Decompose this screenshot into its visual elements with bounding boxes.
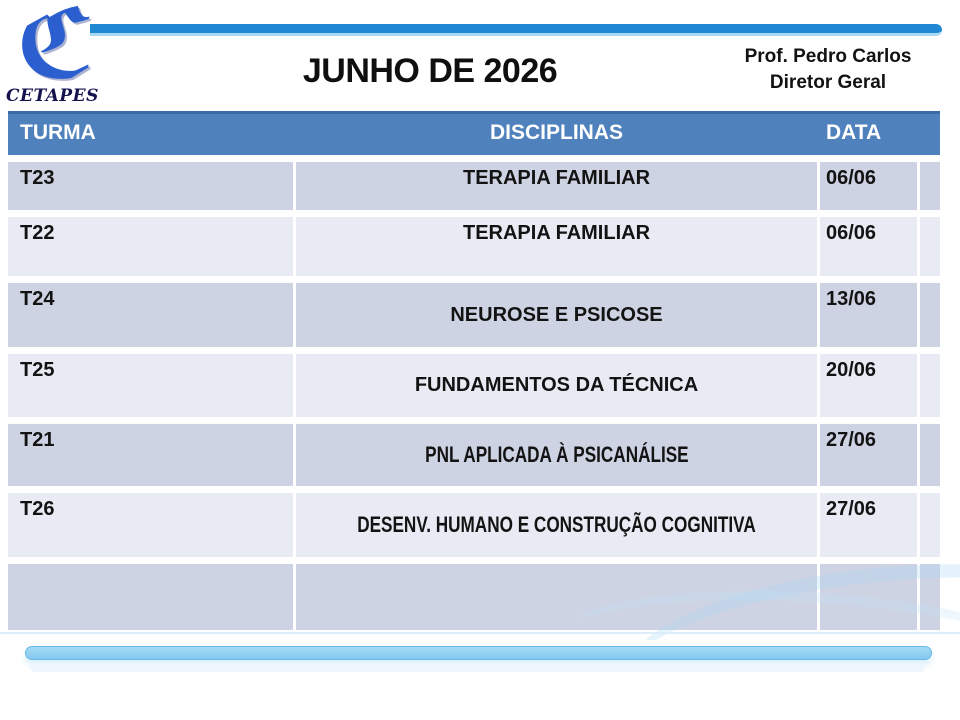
cell-turma: T26 [8,493,293,557]
disciplina-text: NEUROSE E PSICOSE [450,303,663,326]
cell-turma [8,564,293,630]
bottom-glow [30,663,925,672]
disciplina-text: DESENV. HUMANO E CONSTRUÇÃO COGNITIVA [357,512,756,537]
disciplina-text: TERAPIA FAMILIAR [462,222,651,244]
table-row: T21 PNL APLICADA À PSICANÁLISE 27/06 [8,424,940,486]
cell-turma: T22 [8,217,293,276]
cell-extra [920,493,940,557]
table-row: T25 FUNDAMENTOS DA TÉCNICA 20/06 [8,354,940,417]
cell-disciplina: TERAPIA FAMILIAR [296,217,817,276]
cell-turma: T25 [8,354,293,417]
cell-turma: T24 [8,283,293,347]
table-row-empty [8,564,940,630]
disciplina-text: FUNDAMENTOS DA TÉCNICA [414,374,699,396]
table-row: T23 TERAPIA FAMILIAR 06/06 [8,162,940,210]
cell-extra [920,354,940,417]
table-row: T26 DESENV. HUMANO E CONSTRUÇÃO COGNITIV… [8,493,940,557]
cell-disciplina: DESENV. HUMANO E CONSTRUÇÃO COGNITIVA [296,493,817,557]
cell-extra [920,283,940,347]
cell-extra [920,424,940,486]
cell-disciplina: FUNDAMENTOS DA TÉCNICA [296,354,817,417]
table-row: T24 NEUROSE E PSICOSE 13/06 [8,283,940,347]
schedule-table: TURMA DISCIPLINAS DATA T23 TERAPIA FAMIL… [8,111,940,630]
disciplina-text: PNL APLICADA À PSICANÁLISE [424,442,689,467]
cell-data: 27/06 [820,493,917,557]
professor-name: Prof. Pedro Carlos [744,46,912,67]
column-header-data: DATA [826,121,882,144]
logo-wordmark: CETAPES [6,86,99,106]
professor-role: Diretor Geral [769,72,887,93]
cell-turma: T21 [8,424,293,486]
cell-data: 13/06 [820,283,917,347]
cell-extra [920,217,940,276]
bottom-accent-bar [25,646,932,660]
page-title: JUNHO DE 2026 [302,52,558,90]
cell-disciplina [296,564,817,630]
column-header-disciplinas: DISCIPLINAS [489,121,623,144]
professor-block: Prof. Pedro Carlos Diretor Geral [718,44,938,96]
cell-data: 20/06 [820,354,917,417]
cell-extra [920,564,940,630]
top-accent-bar [90,24,942,36]
cell-disciplina: TERAPIA FAMILIAR [296,162,817,210]
column-header-extra [920,114,940,155]
cell-data: 06/06 [820,217,917,276]
bottom-hairline [0,632,960,634]
cetapes-logo: ℭ CETAPES [4,0,124,110]
table-header-row: TURMA DISCIPLINAS DATA [8,111,940,155]
cell-disciplina: NEUROSE E PSICOSE [296,283,817,347]
cell-disciplina: PNL APLICADA À PSICANÁLISE [296,424,817,486]
table-row: T22 TERAPIA FAMILIAR 06/06 [8,217,940,276]
cell-turma: T23 [8,162,293,210]
cell-data: 06/06 [820,162,917,210]
disciplina-text: TERAPIA FAMILIAR [462,167,651,189]
cell-data: 27/06 [820,424,917,486]
cell-data [820,564,917,630]
cetapes-blackletter-c-icon: ℭ [16,0,95,100]
column-header-turma: TURMA [20,121,96,144]
cell-extra [920,162,940,210]
